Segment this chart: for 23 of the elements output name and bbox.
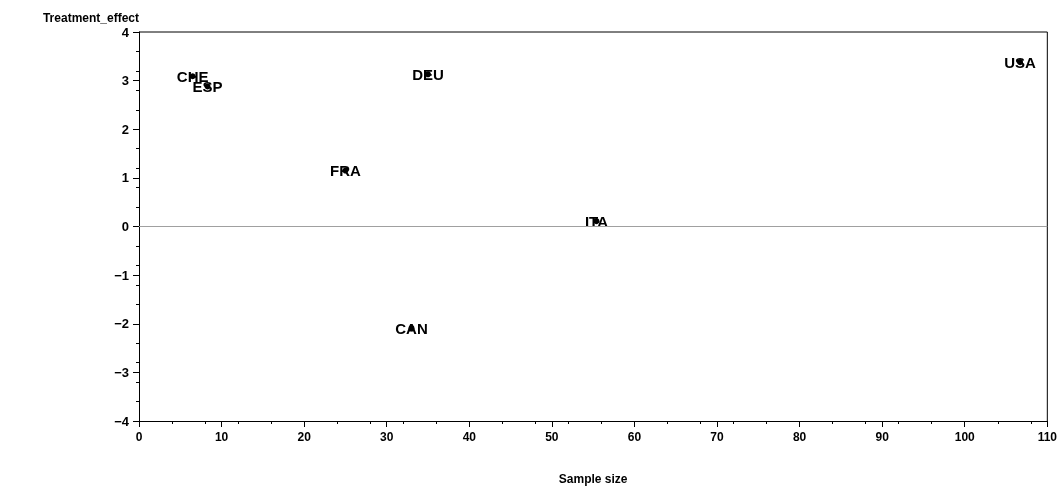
y-axis-title: Treatment_effect <box>42 11 139 25</box>
x-tick-label: 10 <box>214 430 229 444</box>
y-tick-label: 4 <box>121 24 130 40</box>
x-tick-label: 80 <box>792 430 807 444</box>
y-tick-label: 2 <box>121 121 129 137</box>
y-tick-label: −3 <box>114 364 129 380</box>
y-tick-label: 3 <box>121 73 129 89</box>
y-tick-label: −2 <box>114 316 129 332</box>
x-tick-label: 50 <box>545 430 559 444</box>
x-tick-label: 70 <box>710 430 725 444</box>
x-tick-label: 20 <box>297 430 312 444</box>
x-tick-label: 30 <box>380 430 394 444</box>
y-tick-label: 0 <box>121 219 129 234</box>
y-tick-label: −4 <box>114 413 130 429</box>
x-tick-label: 110 <box>1037 430 1058 444</box>
x-axis-title: Sample size <box>558 472 628 486</box>
y-tick-label: 1 <box>121 170 129 186</box>
x-tick-label: 40 <box>462 430 477 444</box>
x-tick-label: 100 <box>954 430 976 444</box>
x-tick-label: 60 <box>627 430 642 444</box>
y-tick-label: −1 <box>114 267 129 283</box>
x-tick-label: 90 <box>875 430 890 444</box>
x-tick-label: 0 <box>135 430 143 444</box>
